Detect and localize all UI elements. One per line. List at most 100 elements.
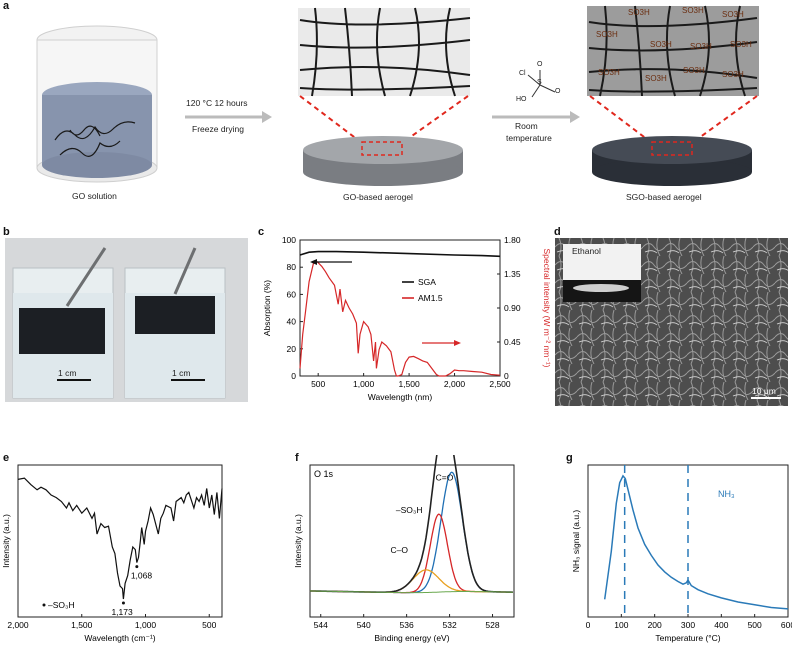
y-left-axis-label: Absorption (%) [262,280,272,336]
am15-series-line [299,260,501,377]
nh3-tpd-chart: 0 100 200 300 400 500 600 NH₃ Temperature (°C) NH… [571,464,792,643]
plot-frame [299,239,501,377]
annotation-co: C=O [436,472,454,482]
x-axis-label: Wavelength (cm⁻¹) [84,633,155,643]
panel-letter-c: c [258,226,265,238]
go-solution-beaker [36,25,158,183]
x-axis-label: Temperature (°C) [655,633,720,643]
arrow-left-head [310,259,317,265]
sem-scale-bar: 10 μm [752,386,776,396]
legend-sga-label: SGA [418,277,436,287]
scale-bar-right: 1 cm [172,368,191,378]
y-right-tick-label: 1.35 [504,269,521,279]
beaker-photo [5,238,248,402]
absorption-spectrum-chart: 500 1,000 1,500 2,000 2,50002040608010000.45… [262,235,552,402]
x-tick-label: 600 [781,620,792,630]
x-tick-label: 544 [314,620,328,630]
annotation-c-o: C–O [391,545,409,555]
x-tick-label: 528 [485,620,499,630]
x-axis-label: Binding energy (eV) [374,633,449,643]
panel-letter-f: f [295,452,299,464]
x-tick-label: 1,500 [71,620,93,630]
x-tick-label: 1,000 [135,620,157,630]
y-axis-label: Intensity (a.u.) [1,514,11,568]
y-right-tick-label: 0.45 [504,337,521,347]
reagent-o: O [537,61,543,68]
panel-letter-b: b [3,226,10,238]
x-tick-label: 200 [648,620,662,630]
panel-f-title: O 1s [314,469,334,479]
y-right-axis-label: Spectral intensity (W m⁻² nm⁻¹) [542,248,552,367]
legend-am15-label: AM1.5 [418,293,443,303]
x-tick-label: 100 [614,620,628,630]
sgo-aerogel-disk [592,136,752,186]
plot-frame [309,464,515,618]
annotation-so3h: –SO₃H [396,505,423,515]
y-left-tick-label: 100 [282,235,296,245]
so3h-label: SO3H [683,66,705,75]
step2-line2: temperature [506,133,552,143]
xps-chart: 544 540 536 532 528 C=O –SO₃H C–O Binding energy… [293,455,515,643]
panel-letter-d: d [554,226,561,238]
step1-line1: 120 °C 12 hours [186,98,248,108]
legend-marker [42,603,46,607]
panel-letter-e: e [3,452,10,464]
so3h-label: SO3H [650,40,672,49]
x-tick-label: 536 [400,620,414,630]
y-axis-label: NH₃ signal (a.u.) [571,510,581,573]
x-tick-label: 2,000 [7,620,29,630]
go-network-sheet [298,7,471,97]
sga-series-line [299,250,501,258]
y-left-tick-label: 80 [287,262,297,272]
envelope-line [309,455,513,593]
ftir-chart: 2,000 1,500 1,000 500 1,068 1,173 –SO₃H Wavelen… [1,464,223,643]
sgo-network-sheet [587,5,759,97]
background-line [309,590,513,594]
x-tick-label: 500 [748,620,762,630]
y-axis-label: Intensity (a.u.) [293,514,303,568]
nh3-label: NH₃ [718,489,735,499]
go-solution-label: GO solution [72,191,117,201]
y-right-tick-label: 0 [504,371,509,381]
ethanol-inset-label: Ethanol [572,246,601,256]
step1-line2: Freeze drying [192,124,244,134]
peak-marker [135,565,139,569]
go-aerogel-label: GO-based aerogel [343,192,413,202]
reagent-ho: HO [516,96,527,103]
ftir-series-line [17,477,223,600]
nh3-series-line [603,474,789,610]
component-line [309,471,513,594]
reagent-o: O [555,88,561,95]
so3h-label: SO3H [596,30,618,39]
x-tick-label: 500 [311,379,325,389]
peak-marker [121,601,125,605]
y-right-tick-label: 0.90 [504,303,521,313]
x-tick-label: 400 [714,620,728,630]
so3h-label: SO3H [628,8,650,17]
so3h-label: SO3H [690,42,712,51]
step2-line1: Room [515,121,538,131]
so3h-label: SO3H [598,68,620,77]
legend-so3h-label: –SO₃H [48,600,75,610]
x-tick-label: 300 [681,620,695,630]
so3h-label: SO3H [722,10,744,19]
so3h-label: SO3H [682,6,704,15]
x-tick-label: 0 [586,620,591,630]
x-tick-label: 1,000 [353,379,375,389]
reagent-s: S [537,79,542,86]
x-axis-label: Wavelength (nm) [368,392,433,402]
so3h-label: SO3H [722,70,744,79]
y-left-tick-label: 0 [291,371,296,381]
chlorosulfonic-acid-structure [527,70,556,98]
sem-image [555,238,788,406]
sgo-aerogel-label: SGO-based aerogel [626,192,702,202]
x-tick-label: 2,500 [489,379,511,389]
x-tick-label: 500 [202,620,216,630]
panel-letter-g: g [566,452,573,464]
x-tick-label: 2,000 [444,379,466,389]
y-left-tick-label: 20 [287,344,297,354]
so3h-label: SO3H [730,40,752,49]
y-right-tick-label: 1.80 [504,235,521,245]
reagent-cl: Cl [519,70,526,77]
x-tick-label: 532 [442,620,456,630]
